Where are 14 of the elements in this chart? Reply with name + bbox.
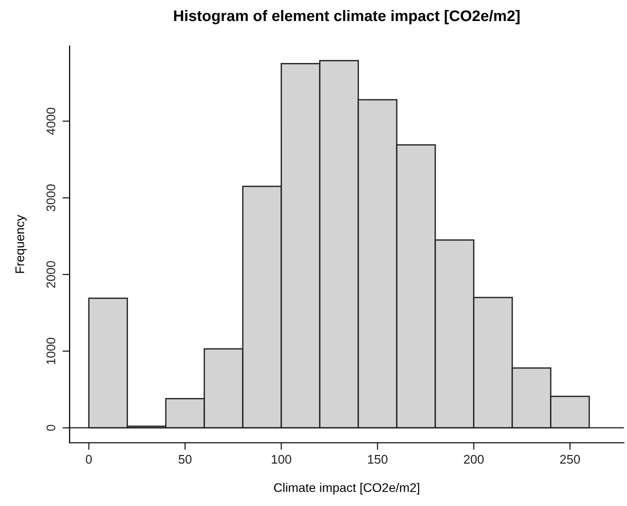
chart-title: Histogram of element climate impact [CO2e/m2] [174,10,520,24]
x-tick-label: 50 [178,454,192,464]
x-axis-title: Climate impact [CO2e/m2] [274,482,420,495]
x-tick-label: 200 [464,454,484,464]
y-tick-label: 0 [46,424,56,431]
y-tick-label: 3000 [46,184,56,212]
x-tick-label: 100 [272,454,292,464]
y-axis-title: Frequency [16,214,27,273]
y-tick-label: 2000 [46,261,56,288]
y-tick-label: 4000 [46,108,56,135]
x-tick-label: 0 [86,454,92,464]
x-tick-label: 250 [560,454,580,464]
y-tick-label: 1000 [46,338,56,364]
x-tick-label: 150 [368,454,388,464]
